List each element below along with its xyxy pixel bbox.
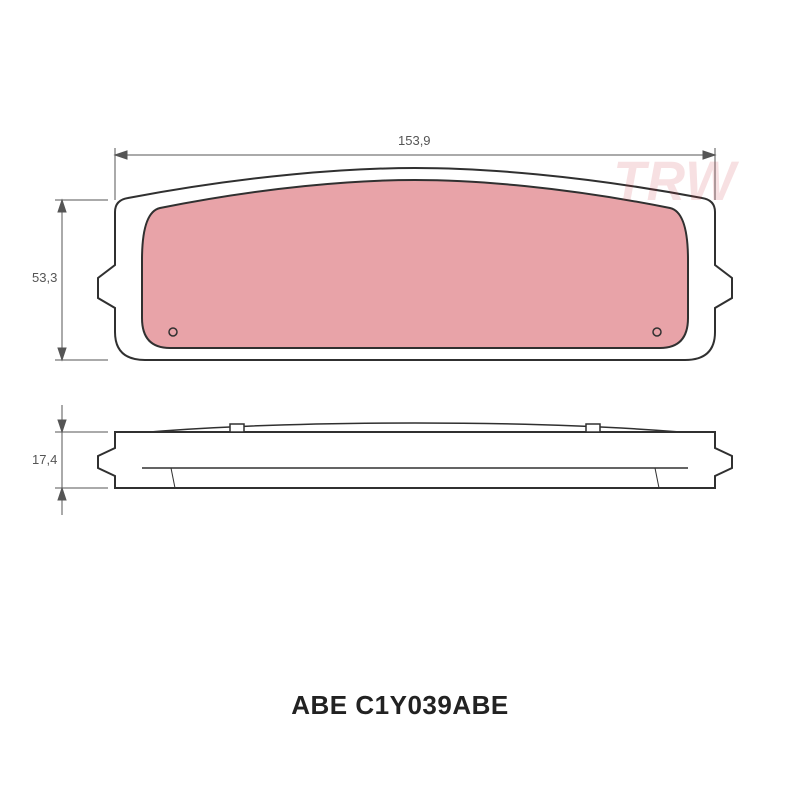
technical-drawing-svg <box>0 0 800 800</box>
dimension-thickness <box>55 405 108 515</box>
product-caption: ABE C1Y039ABE <box>0 690 800 721</box>
dimension-width-label: 153,9 <box>398 133 431 148</box>
friction-material <box>142 180 688 348</box>
dimension-height-label: 53,3 <box>32 270 57 285</box>
brand-watermark: TRW <box>613 148 736 213</box>
caption-brand: ABE <box>291 690 347 720</box>
dimension-thickness-label: 17,4 <box>32 452 57 467</box>
dimension-height <box>55 200 108 360</box>
diagram-canvas: TRW <box>0 0 800 800</box>
caption-part-number: C1Y039ABE <box>355 690 508 720</box>
brake-pad-side-view <box>98 423 732 488</box>
